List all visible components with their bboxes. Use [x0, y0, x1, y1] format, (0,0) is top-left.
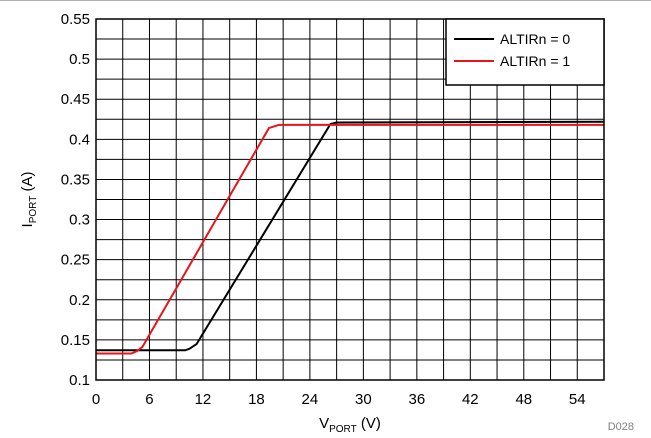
y-tick-label: 0.3 — [69, 212, 90, 229]
y-tick-label: 0.35 — [61, 171, 90, 188]
x-tick-label: 6 — [145, 391, 153, 408]
legend-box — [445, 18, 605, 86]
y-tick-label: 0.2 — [69, 292, 90, 309]
legend-label-altirn-0: ALTIRn = 0 — [500, 31, 570, 47]
x-tick-label: 48 — [515, 391, 532, 408]
y-tick-label: 0.5 — [69, 51, 90, 68]
x-axis-title: VPORT (V) — [319, 415, 381, 435]
y-tick-label: 0.15 — [61, 332, 90, 349]
series-line-1 — [96, 123, 604, 355]
y-axis-title-main: I — [19, 223, 36, 227]
x-tick-label: 54 — [569, 391, 586, 408]
x-tick-label: 42 — [462, 391, 479, 408]
y-axis-title-unit: (A) — [19, 172, 36, 196]
y-tick-label: 0.1 — [69, 372, 90, 389]
y-axis-title-sub: PORT — [28, 196, 39, 224]
series-lines — [96, 120, 605, 355]
y-tick-label: 0.45 — [61, 91, 90, 108]
x-axis-title-unit: (V) — [357, 415, 381, 432]
y-tick-label: 0.55 — [61, 11, 90, 28]
x-tick-label: 0 — [92, 391, 100, 408]
legend-label-altirn-1: ALTIRn = 1 — [500, 53, 570, 69]
legend: ALTIRn = 0 ALTIRn = 1 — [445, 18, 605, 86]
tick-labels: 0 6 12 18 24 30 36 42 48 54 0.1 0.15 0.2 0.25 0.3 0.35 0… — [61, 11, 586, 408]
x-tick-label: 12 — [195, 391, 212, 408]
x-tick-label: 18 — [248, 391, 265, 408]
x-axis-title-main: V — [319, 415, 329, 432]
figure-id: D028 — [608, 421, 634, 433]
top-rule — [0, 0, 651, 1]
y-tick-label: 0.25 — [61, 252, 90, 269]
series-line-0 — [96, 120, 605, 352]
plot-frame — [95, 18, 605, 381]
x-tick-label: 36 — [408, 391, 425, 408]
y-axis-title: IPORT (A) — [19, 172, 39, 228]
x-tick-label: 24 — [302, 391, 319, 408]
x-tick-label: 30 — [355, 391, 372, 408]
y-tick-label: 0.4 — [69, 131, 90, 148]
x-axis-title-sub: PORT — [329, 424, 357, 435]
